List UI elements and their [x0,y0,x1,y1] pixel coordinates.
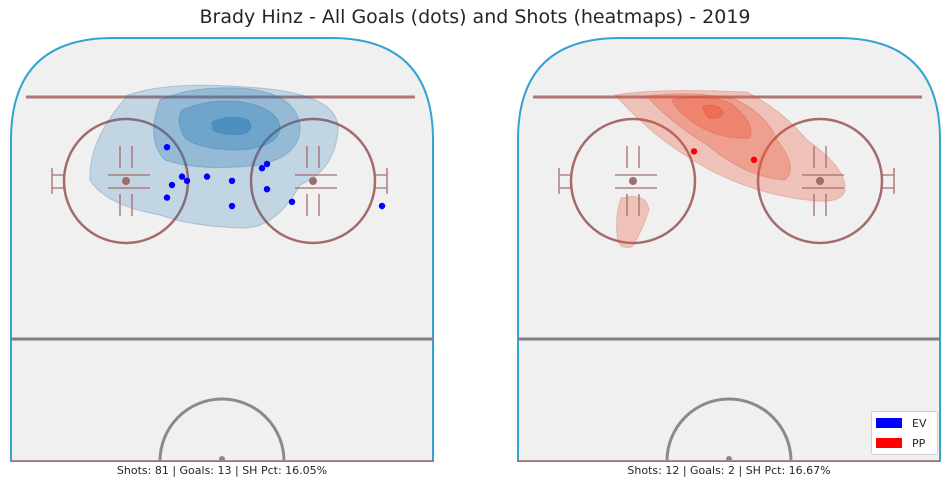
faceoff-left [569,117,697,245]
ev-goal-dot [163,144,171,151]
ev-goal-dot [288,198,296,205]
ev-density-layer-1 [153,87,301,169]
legend-swatch-ev [876,418,902,428]
center-dot [726,456,732,462]
goal-dots-pp [690,148,758,163]
faceoff-marks-pp [558,146,895,216]
ev-goal-dot [258,165,266,172]
center-circle [158,397,286,462]
faceoff-dot-left [122,177,130,185]
faceoff-right [756,117,884,245]
faceoff-dot-right [309,177,317,185]
ev-density-layer-3 [211,116,252,135]
ev-goal-dot [378,202,386,210]
pp-density-layer-3 [702,104,724,119]
legend-label-ev: EV [912,416,927,430]
rink-ice [517,37,941,462]
ev-goal-dot [228,177,236,184]
ev-rink-chart [10,37,434,462]
pp-rink-chart [517,37,941,462]
legend-swatch-pp [876,438,902,448]
legend-label-pp: PP [912,436,926,450]
goal-dots-ev [163,144,386,210]
rink-ice [10,37,434,462]
legend: EV PP [871,411,938,455]
faceoff-marks-ev [51,146,388,216]
chart-title: Brady Hinz - All Goals (dots) and Shots … [199,6,751,28]
ev-goal-dot [183,177,191,184]
ev-density-layer-2 [178,100,281,151]
ev-goal-dot [168,181,176,189]
ev-goal-dot [263,186,271,193]
pp-goal-dot [750,156,758,163]
pp-goal-dot [690,148,698,155]
ev-goal-dot [263,160,271,168]
center-dot [219,456,225,462]
ev-goal-dot [228,202,236,210]
legend-item-ev: EV [876,414,933,432]
legend-item-pp: PP [876,434,933,452]
ev-stats-text: Shots: 81 | Goals: 13 | SH Pct: 16.05% [116,464,328,477]
center-circle [665,397,793,462]
pp-stats-text: Shots: 12 | Goals: 2 | SH Pct: 16.67% [627,464,831,477]
faceoff-right [249,117,377,245]
ev-goal-dot [163,194,171,201]
pp-density-layer-4 [616,196,650,248]
faceoff-dot-right [816,177,824,185]
ev-goal-dot [178,173,186,180]
heatmap-ev [89,84,339,229]
faceoff-dot-left [629,177,637,185]
ev-density-layer-0 [89,84,339,229]
ev-goal-dot [203,173,211,180]
pp-density-layer-0 [614,90,846,202]
